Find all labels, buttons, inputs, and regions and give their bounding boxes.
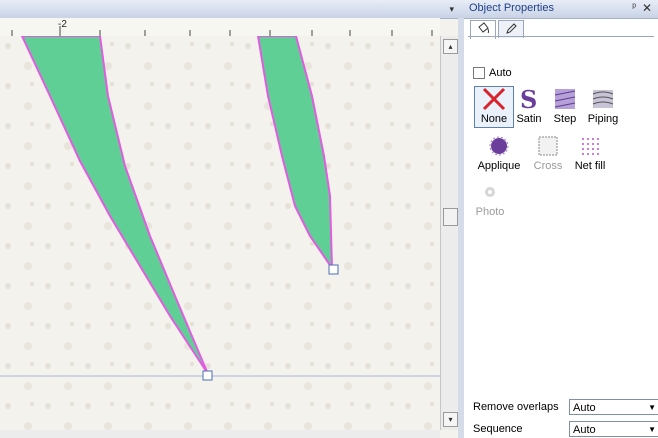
auto-label: Auto (489, 67, 512, 79)
piping-icon (590, 87, 616, 111)
fill-cross-button[interactable]: Cross (532, 134, 564, 172)
fill-label: None (480, 113, 508, 125)
none-x-icon (481, 87, 507, 111)
applique-icon (486, 134, 512, 158)
fill-piping-button[interactable]: Piping (584, 87, 622, 125)
remove-overlaps-value: Auto (573, 402, 596, 414)
scroll-up-button[interactable]: ▴ (443, 39, 458, 54)
fill-label: Piping (587, 113, 619, 125)
fill-label: Applique (477, 160, 521, 172)
tab-outline[interactable] (498, 20, 524, 38)
close-icon[interactable]: ✕ (641, 1, 652, 15)
photo-icon (477, 180, 503, 204)
sequence-value: Auto (573, 424, 596, 436)
fill-label: Satin (516, 113, 542, 125)
fill-photo-button[interactable]: Photo (474, 180, 506, 218)
tab-strip-line (468, 36, 654, 37)
fill-applique-button[interactable]: Applique (474, 134, 524, 172)
svg-text:S: S (520, 87, 537, 111)
sequence-select[interactable]: Auto ▼ (569, 421, 658, 437)
remove-overlaps-label: Remove overlaps (473, 401, 559, 413)
panel-title: Object Properties (469, 2, 554, 14)
fill-satin-button[interactable]: S Satin (514, 87, 544, 125)
panel-gutter (458, 18, 464, 438)
fill-label: Net fill (574, 160, 606, 172)
horizontal-ruler: -2 (0, 18, 440, 37)
design-canvas[interactable]: ▾ -2 (0, 0, 464, 438)
pin-icon[interactable]: ᵖ (632, 2, 636, 13)
object-properties-panel: Object Properties ᵖ ✕ Auto None S Satin … (464, 0, 658, 438)
paint-bucket-icon (478, 22, 489, 34)
fill-none-button[interactable]: None (474, 86, 514, 128)
ruler-ticks (11, 26, 433, 36)
panel-title-bar: Object Properties ᵖ ✕ (464, 0, 658, 19)
scroll-down-button[interactable]: ▾ (443, 412, 458, 427)
scroll-thumb[interactable] (443, 208, 458, 226)
horizontal-scrollbar[interactable] (0, 430, 440, 438)
node-handle[interactable] (328, 264, 339, 275)
pen-icon (506, 23, 517, 34)
chevron-down-icon: ▼ (648, 403, 656, 412)
net-fill-icon (577, 134, 603, 158)
chevron-down-icon: ▼ (648, 425, 656, 434)
auto-checkbox[interactable] (473, 67, 485, 79)
fill-net-button[interactable]: Net fill (570, 134, 610, 172)
sequence-row: Sequence Auto ▼ (473, 421, 658, 437)
auto-checkbox-row[interactable]: Auto (473, 67, 512, 79)
cross-stitch-icon (535, 134, 561, 158)
remove-overlaps-select[interactable]: Auto ▼ (569, 399, 658, 415)
satin-s-icon: S (516, 87, 542, 111)
step-fill-icon (552, 87, 578, 111)
sequence-label: Sequence (473, 423, 523, 435)
ruler-label: -2 (58, 19, 67, 30)
node-handle[interactable] (202, 370, 213, 381)
design-shapes[interactable] (0, 36, 440, 430)
canvas-toolbar-strip: ▾ (0, 0, 464, 19)
fill-label: Step (553, 113, 577, 125)
vertical-scrollbar[interactable]: ▴ ▾ (440, 36, 459, 430)
fill-step-button[interactable]: Step (550, 87, 580, 125)
toolbar-dropdown-icon[interactable]: ▾ (449, 4, 454, 14)
fill-label: Photo (475, 206, 505, 218)
fill-label: Cross (533, 160, 563, 172)
remove-overlaps-row: Remove overlaps Auto ▼ (473, 399, 658, 415)
tab-fill[interactable] (470, 20, 496, 39)
